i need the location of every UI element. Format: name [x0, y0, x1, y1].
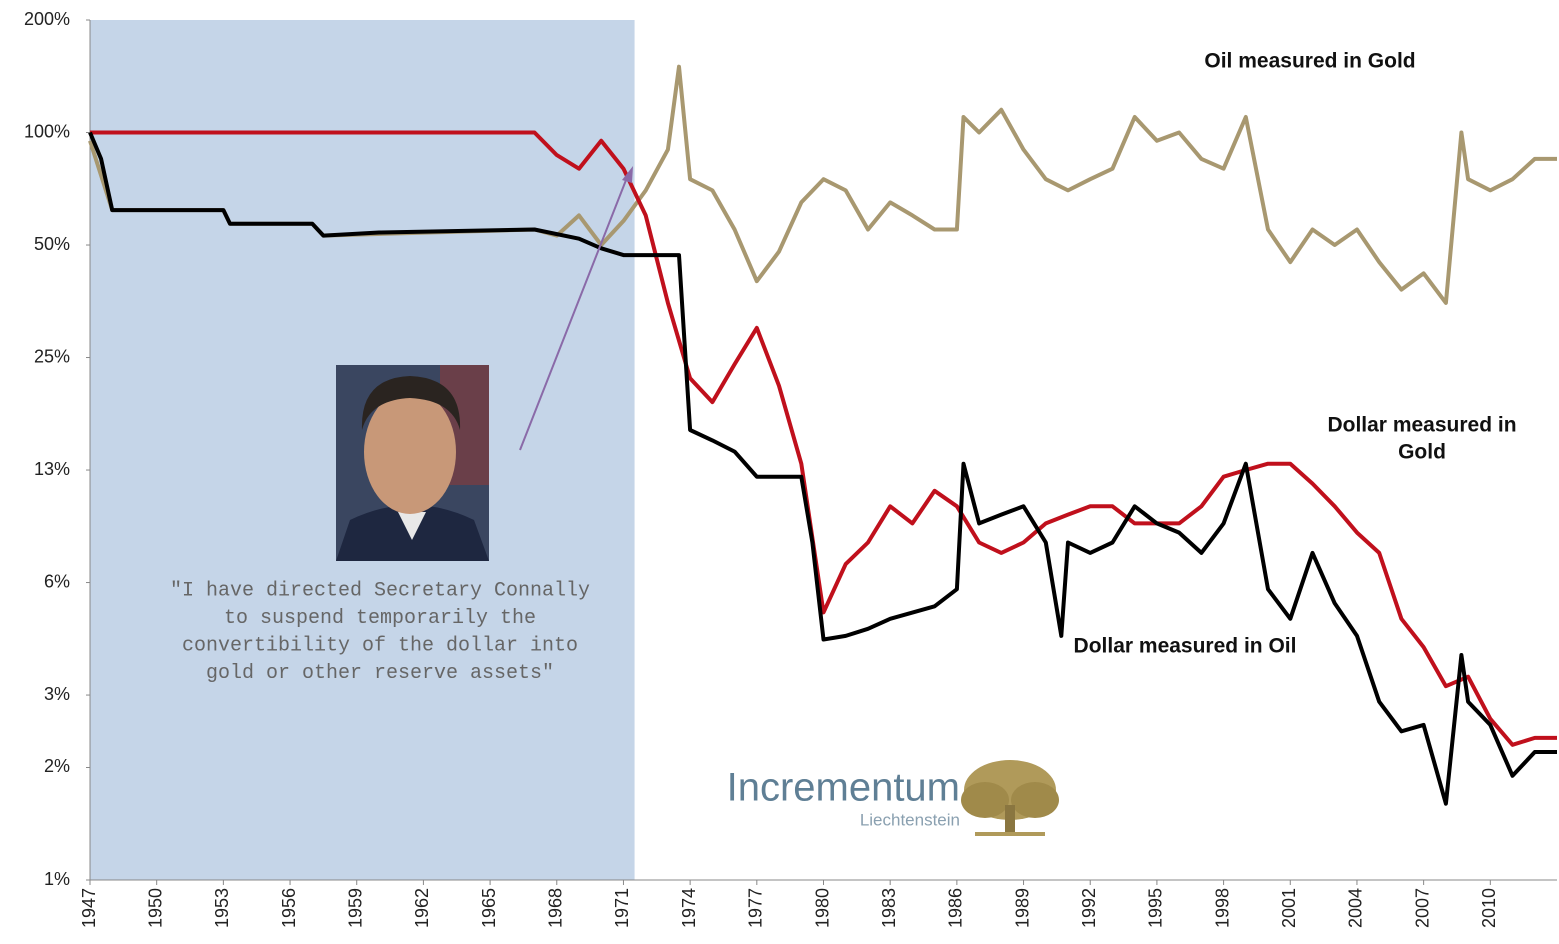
x-tick-label: 1977	[746, 888, 766, 928]
logo-name: Incrementum	[727, 766, 960, 810]
x-tick-label: 1956	[279, 888, 299, 928]
y-tick-label: 50%	[34, 234, 70, 254]
y-tick-label: 6%	[44, 571, 70, 591]
x-tick-label: 2010	[1479, 888, 1499, 928]
background-layer: 1% 2% 3% 6% 13% 25% 50% 100% 200% 1947 1950 1953 195…	[24, 9, 1557, 928]
x-tick-label: 1968	[546, 888, 566, 928]
series-line	[88, 64, 1557, 305]
annotation: Dollar measured in	[1327, 414, 1516, 437]
y-tick-label: 1%	[44, 869, 70, 889]
x-tick-label: 1989	[1012, 888, 1032, 928]
arrow-head	[622, 166, 633, 183]
quote-line: convertibility of the dollar into	[182, 634, 578, 657]
x-tick-label: 1947	[79, 888, 99, 928]
x-tick-label: 1992	[1079, 888, 1099, 928]
x-tick-label: 1980	[812, 888, 832, 928]
y-tick-label: 25%	[34, 346, 70, 366]
x-tick-label: 1965	[479, 888, 499, 928]
quote-line: to suspend temporarily the	[224, 607, 536, 630]
series-line	[88, 131, 1557, 806]
x-tick-label: 2004	[1346, 888, 1366, 928]
x-tick-label: 1962	[412, 888, 432, 928]
x-tick-label: 1971	[612, 888, 632, 928]
x-tick-label: 1959	[345, 888, 365, 928]
logo-sub: Liechtenstein	[860, 810, 960, 829]
quote-line: gold or other reserve assets"	[206, 662, 554, 685]
x-tick-label: 2007	[1412, 888, 1432, 928]
x-tick-label: 1953	[212, 888, 232, 928]
y-tick-label: 100%	[24, 121, 70, 141]
y-tick-label: 13%	[34, 459, 70, 479]
annotation: Oil measured in Gold	[1204, 50, 1415, 73]
logo-tree	[961, 760, 1059, 836]
x-tick-label: 1998	[1212, 888, 1232, 928]
portrait	[336, 365, 489, 561]
x-tick-label: 2001	[1279, 888, 1299, 928]
annotations: Oil measured in Gold Dollar measured in Go…	[170, 50, 1517, 685]
y-tick-label: 2%	[44, 756, 70, 776]
x-tick-label: 1974	[679, 888, 699, 928]
x-tick-label: 1986	[946, 888, 966, 928]
arrow	[519, 174, 629, 451]
y-tick-label: 3%	[44, 684, 70, 704]
annotation: Gold	[1398, 441, 1446, 464]
quote-line: "I have directed Secretary Connally	[170, 579, 590, 602]
x-tick-label: 1950	[145, 888, 165, 928]
lines-layer	[88, 64, 1557, 806]
annotation: Dollar measured in Oil	[1074, 635, 1297, 658]
x-tick-label: 1983	[879, 888, 899, 928]
y-tick-label: 200%	[24, 9, 70, 29]
x-tick-label: 1995	[1146, 888, 1166, 928]
